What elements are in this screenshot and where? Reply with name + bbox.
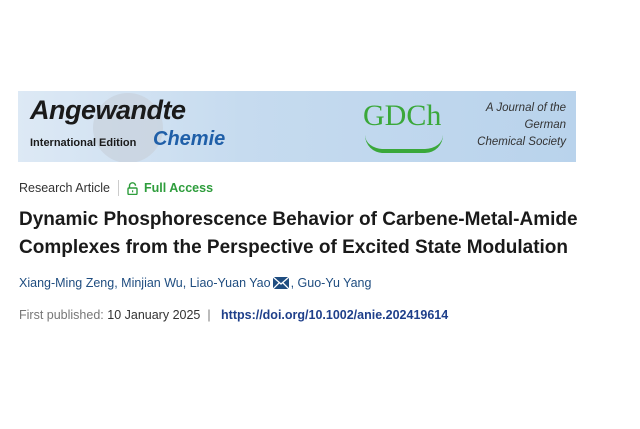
lock-open-icon — [127, 181, 138, 195]
society-line: Chemical Society — [477, 136, 566, 148]
society-text: A Journal of the German Chemical Society — [477, 100, 566, 151]
article-meta: Research Article Full Access — [19, 179, 634, 197]
doi-link[interactable]: https://doi.org/10.1002/anie.202419614 — [221, 308, 449, 322]
author-link[interactable]: Guo-Yu Yang — [297, 276, 372, 290]
article-header: Research Article Full Access Dynamic Pho… — [19, 179, 634, 324]
author-link[interactable]: Minjian Wu, — [121, 276, 187, 290]
journal-name: Angewandte — [30, 95, 186, 125]
access-badge: Full Access — [144, 181, 214, 195]
journal-edition: International Edition — [30, 137, 137, 149]
published-date: 10 January 2025 — [107, 308, 201, 322]
envelope-icon[interactable] — [272, 277, 289, 289]
banner-decoration — [93, 93, 163, 162]
article-type: Research Article — [19, 181, 111, 195]
society-line: German — [524, 119, 566, 131]
society-line: A Journal of the — [485, 102, 566, 114]
publication-info: First published: 10 January 2025 | https… — [19, 306, 634, 324]
author-list: Xiang-Ming Zeng, Minjian Wu, Liao-Yuan Y… — [19, 276, 372, 290]
author-link[interactable]: Liao-Yuan Yao — [189, 276, 271, 290]
author-link[interactable]: Xiang-Ming Zeng, — [19, 276, 118, 290]
published-label: First published: — [19, 308, 104, 322]
article-title: Dynamic Phosphorescence Behavior of Carb… — [19, 209, 578, 258]
gdch-logo-bowl — [365, 135, 443, 153]
separator: | — [207, 308, 211, 322]
journal-subname: Chemie — [153, 128, 226, 150]
divider — [118, 180, 120, 196]
journal-banner[interactable]: Angewandte International Edition Chemie … — [18, 91, 576, 162]
gdch-logo: GDCh — [363, 99, 442, 132]
